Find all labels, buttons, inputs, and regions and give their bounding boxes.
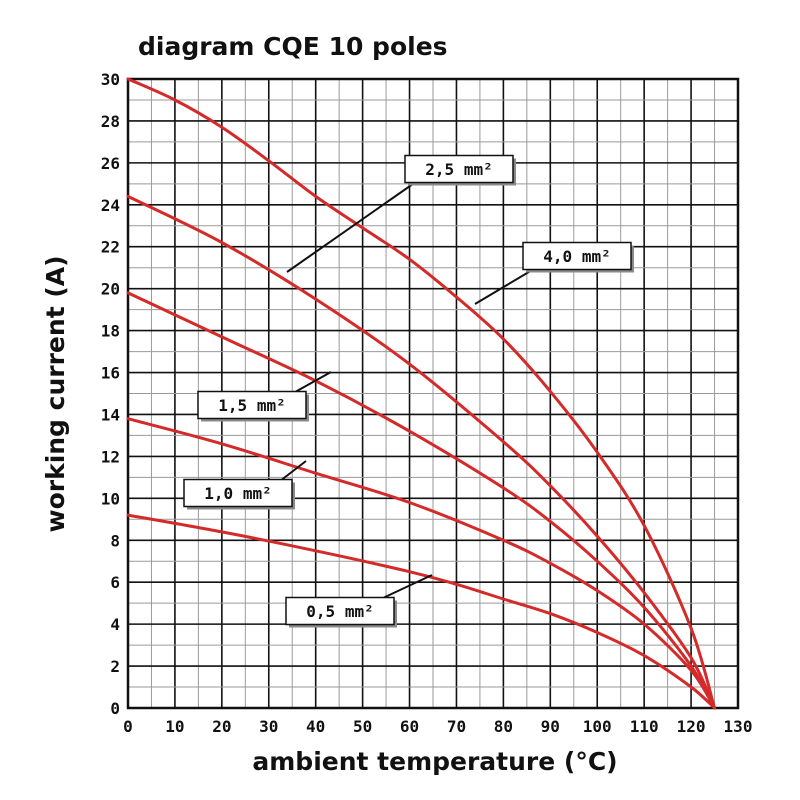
series-line-0: [126, 513, 716, 710]
y-tick-label: 20: [101, 280, 120, 299]
callout-leader: [281, 460, 307, 481]
x-tick-label: 110: [630, 717, 659, 736]
x-tick-label: 90: [541, 717, 560, 736]
series-label: 1,5 mm²: [218, 396, 285, 415]
x-tick-label: 0: [123, 717, 133, 736]
series-line-4: [126, 77, 716, 710]
y-tick-label: 28: [101, 112, 120, 131]
y-tick-label: 16: [101, 364, 120, 383]
y-tick-label: 26: [101, 154, 120, 173]
y-axis-title: working current (A): [41, 255, 70, 532]
y-tick-label: 10: [101, 489, 120, 508]
series-label: 4,0 mm²: [543, 247, 610, 266]
series-label: 0,5 mm²: [306, 602, 373, 621]
chart-title: diagram CQE 10 poles: [138, 32, 448, 61]
x-tick-label: 120: [677, 717, 706, 736]
series-line-2: [126, 291, 716, 710]
x-tick-label: 30: [259, 717, 278, 736]
tick-labels: 0 10 20 30 40 50 60 70 80 90 100 110 120 130024681012…: [101, 70, 753, 736]
callout-leader: [383, 574, 433, 599]
callout-leader: [286, 181, 416, 273]
series-label: 1,0 mm²: [204, 484, 271, 503]
x-tick-label: 10: [165, 717, 184, 736]
y-tick-label: 4: [110, 615, 120, 634]
x-tick-label: 50: [353, 717, 372, 736]
y-tick-label: 2: [110, 657, 120, 676]
x-tick-label: 80: [494, 717, 513, 736]
series-line-3: [126, 194, 716, 710]
x-tick-label: 70: [447, 717, 466, 736]
callout-box: [522, 241, 632, 271]
x-tick-label: 130: [724, 717, 753, 736]
callout-box: [404, 154, 514, 184]
x-axis-title: ambient temperature (°C): [252, 747, 617, 776]
callout-leader: [474, 268, 534, 305]
callout-box: [285, 596, 395, 626]
plot-frame: [126, 77, 740, 710]
grid: [126, 77, 740, 710]
series-callouts: 2,5 mm² 4,0 mm² 1,5 mm² 1,0 mm² 0,5 mm²: [183, 154, 634, 628]
y-tick-label: 0: [110, 699, 120, 718]
x-tick-label: 20: [212, 717, 231, 736]
x-tick-label: 60: [400, 717, 419, 736]
series-line-1: [126, 417, 716, 710]
callout-leader: [295, 371, 332, 393]
y-tick-label: 30: [101, 70, 120, 89]
x-tick-label: 40: [306, 717, 325, 736]
series-lines: [126, 77, 716, 710]
y-tick-label: 24: [101, 196, 120, 215]
y-tick-label: 22: [101, 238, 120, 257]
callout-box: [197, 390, 307, 420]
y-tick-label: 6: [110, 573, 120, 592]
callout-box: [183, 478, 293, 508]
x-tick-label: 100: [583, 717, 612, 736]
y-tick-label: 12: [101, 447, 120, 466]
series-label: 2,5 mm²: [425, 160, 492, 179]
y-tick-label: 18: [101, 322, 120, 341]
y-tick-label: 8: [110, 531, 120, 550]
y-tick-label: 14: [101, 405, 120, 424]
